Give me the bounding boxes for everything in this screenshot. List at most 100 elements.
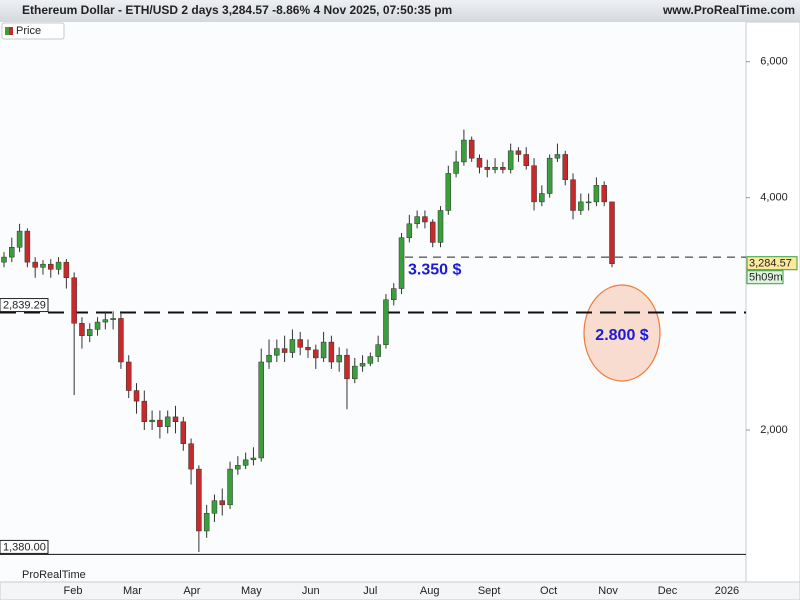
- candle-body: [539, 193, 545, 203]
- x-tick-label: 2026: [715, 585, 739, 597]
- x-tick-label: Aug: [420, 585, 440, 597]
- time-axis: [0, 581, 800, 600]
- candle-body: [274, 348, 280, 356]
- x-tick-label: Dec: [658, 585, 678, 597]
- candle-body: [196, 468, 202, 532]
- x-tick-label: Feb: [64, 585, 83, 597]
- x-tick-label: Jul: [363, 585, 377, 597]
- candle-body: [172, 416, 179, 422]
- candle-body: [258, 361, 264, 459]
- candle-body: [414, 216, 420, 225]
- candle-body: [250, 457, 257, 461]
- header-bar: [0, 0, 800, 22]
- candle-body: [297, 339, 303, 348]
- candle-body: [531, 165, 537, 203]
- candle-body: [289, 339, 296, 353]
- candle-body: [24, 230, 31, 263]
- candle-body: [164, 416, 171, 427]
- candle-body: [281, 348, 288, 353]
- y-tick-label: 4,000: [760, 192, 788, 204]
- candle-body: [453, 161, 459, 174]
- candle-body: [313, 349, 319, 359]
- level-tag: [0, 539, 49, 554]
- candle-body: [133, 390, 140, 402]
- target-label: 2.800 $: [595, 327, 648, 344]
- candle-body: [110, 318, 116, 320]
- candle-body: [118, 318, 124, 363]
- level-tag: [0, 298, 49, 313]
- candle-body: [375, 344, 381, 357]
- candle-body: [188, 443, 194, 470]
- level-label: 1,380.00: [3, 541, 46, 553]
- candle-body: [242, 459, 249, 466]
- header-title: Ethereum Dollar - ETH/USD 2 days 3,284.5…: [22, 3, 452, 17]
- candle-body: [40, 263, 46, 268]
- target-zone: [583, 284, 661, 382]
- panel-label: Price: [16, 25, 41, 37]
- candle-body: [429, 221, 436, 243]
- candle-body: [390, 288, 397, 300]
- x-tick-label: Mar: [123, 585, 142, 597]
- candle-body: [578, 201, 584, 211]
- candle-body: [398, 237, 405, 289]
- candle-body: [352, 365, 358, 380]
- last-price-label: 3,284.57: [749, 258, 792, 270]
- resistance-label: 3.350 $: [408, 261, 461, 278]
- candle-body: [562, 154, 568, 180]
- x-tick-label: Nov: [598, 585, 618, 597]
- candle-body: [422, 216, 428, 223]
- icon: [5, 27, 9, 35]
- x-tick-label: May: [241, 585, 262, 597]
- candle-body: [219, 500, 226, 506]
- x-tick-label: Oct: [540, 585, 557, 597]
- candle-body: [344, 354, 350, 380]
- candle-body: [16, 230, 23, 248]
- candle-body: [1, 256, 7, 263]
- candle-body: [383, 299, 389, 345]
- level-label: 2,839.29: [3, 299, 46, 311]
- price-button[interactable]: [1, 22, 65, 40]
- site-link[interactable]: www.ProRealTime.com: [662, 3, 795, 17]
- candle-body: [180, 421, 187, 444]
- candle-body: [48, 263, 54, 270]
- timer-tag: [746, 270, 784, 285]
- candle-body: [554, 154, 561, 159]
- candle-body: [367, 356, 374, 364]
- candle-body: [507, 150, 514, 170]
- candle-body: [515, 150, 522, 155]
- candle-body: [94, 321, 101, 330]
- candle-body: [266, 354, 272, 363]
- candle-body: [203, 513, 210, 532]
- candle-body: [211, 500, 218, 514]
- icon: [9, 27, 13, 35]
- candle-body: [468, 139, 475, 159]
- candle-body: [86, 329, 93, 336]
- candle-body: [546, 157, 553, 194]
- candle-body: [320, 341, 327, 359]
- candle-body: [492, 166, 498, 170]
- y-tick-label: 2,000: [760, 424, 788, 436]
- candle-body: [523, 154, 530, 166]
- candle-body: [601, 185, 607, 203]
- candle-body: [570, 179, 576, 211]
- candle-body: [437, 210, 444, 243]
- candle-body: [63, 261, 70, 278]
- candle-body: [55, 261, 62, 270]
- candle-body: [125, 361, 132, 391]
- x-tick-label: Jun: [302, 585, 320, 597]
- watermark: ProRealTime: [22, 569, 86, 581]
- candle-body: [141, 400, 148, 422]
- candle-body: [227, 468, 233, 506]
- candle-body: [102, 319, 109, 323]
- candle-body: [593, 185, 600, 203]
- last-price-tag: [746, 256, 798, 271]
- x-tick-label: Apr: [183, 585, 200, 597]
- candle-body: [305, 347, 311, 351]
- candle-body: [445, 173, 452, 211]
- timer-label: 5h09m: [749, 272, 783, 284]
- candle-body: [79, 323, 85, 336]
- candle-body: [500, 166, 506, 170]
- candle-body: [585, 201, 592, 204]
- candle-body: [9, 246, 15, 258]
